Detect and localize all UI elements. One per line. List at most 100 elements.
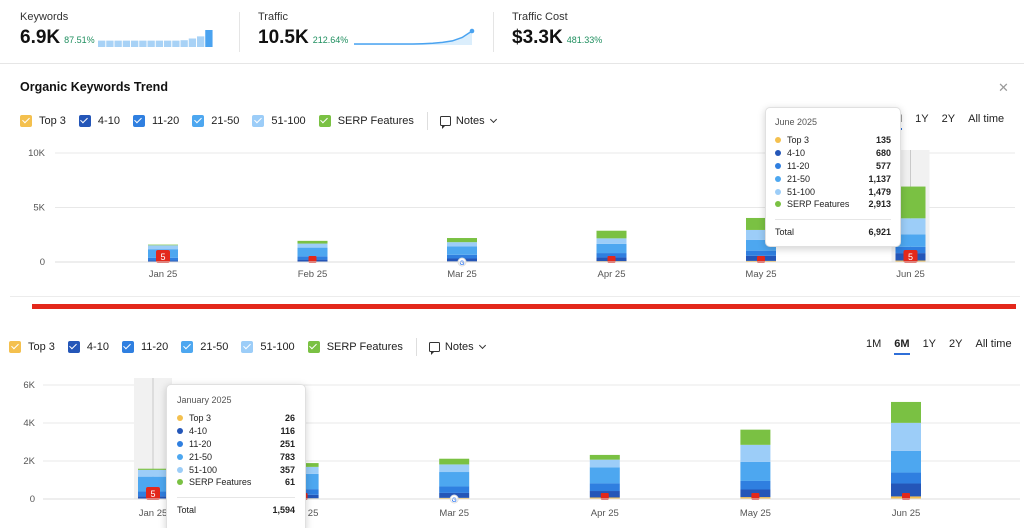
bar-segment[interactable] bbox=[596, 230, 627, 239]
range-6m[interactable]: 6M bbox=[894, 338, 910, 355]
bar-segment[interactable] bbox=[895, 234, 926, 247]
note-flag-icon[interactable] bbox=[156, 250, 170, 263]
bar-segment[interactable] bbox=[447, 246, 477, 255]
bar-segment[interactable] bbox=[740, 429, 771, 445]
legend-top-3[interactable]: Top 3 bbox=[20, 115, 66, 127]
bar-segment[interactable] bbox=[148, 244, 178, 246]
metric-traffic[interactable]: Traffic 10.5K 212.64% bbox=[258, 11, 348, 55]
range-1y[interactable]: 1Y bbox=[915, 113, 929, 125]
bar-segment[interactable] bbox=[138, 476, 168, 492]
chart-tooltip-bottom: January 2025 Top 3 26 4-10 116 11-20 251 21… bbox=[166, 384, 306, 528]
range-2y[interactable]: 2Y bbox=[949, 338, 963, 350]
checkbox-icon[interactable] bbox=[307, 341, 320, 353]
dot-icon bbox=[775, 137, 781, 144]
range-1y[interactable]: 1Y bbox=[922, 338, 937, 350]
bar-segment[interactable] bbox=[589, 467, 620, 484]
range-all-time[interactable]: All time bbox=[975, 338, 1012, 350]
bar-segment[interactable] bbox=[891, 401, 921, 423]
note-flag-icon[interactable] bbox=[308, 256, 317, 263]
metric-change: 212.64% bbox=[312, 35, 349, 45]
checkbox-icon[interactable] bbox=[318, 115, 331, 127]
tooltip-row-value: 61 bbox=[284, 477, 295, 488]
legend-top-3[interactable]: Top 3 bbox=[9, 341, 55, 353]
note-flag-icon[interactable] bbox=[903, 250, 918, 263]
note-flag-icon[interactable] bbox=[600, 493, 609, 500]
metric-divider bbox=[239, 12, 240, 52]
bar-segment[interactable] bbox=[891, 483, 921, 497]
bar-segment[interactable] bbox=[895, 218, 926, 235]
legend-51-100[interactable]: 51-100 bbox=[241, 341, 295, 353]
bar-segment[interactable] bbox=[297, 247, 328, 257]
legend-11-20[interactable]: 11-20 bbox=[132, 115, 179, 127]
bar-segment[interactable] bbox=[596, 238, 627, 244]
checkbox-icon[interactable] bbox=[78, 115, 91, 127]
close-icon[interactable]: ✕ bbox=[998, 80, 1009, 95]
bar-segment[interactable] bbox=[297, 240, 328, 244]
checkbox-icon[interactable] bbox=[132, 115, 145, 127]
bar-segment[interactable] bbox=[746, 250, 776, 256]
bar-segment[interactable] bbox=[138, 469, 168, 477]
legend-11-20[interactable]: 11-20 bbox=[121, 341, 168, 353]
note-flag-icon[interactable] bbox=[146, 487, 160, 500]
legend-21-50[interactable]: 21-50 bbox=[181, 341, 228, 353]
metric-traffic-cost[interactable]: Traffic Cost $3.3K 481.33% bbox=[512, 11, 602, 55]
bar-segment[interactable] bbox=[439, 472, 470, 487]
note-flag-count: 5 bbox=[908, 252, 913, 262]
range-2y[interactable]: 2Y bbox=[941, 113, 956, 125]
traffic-sparkline bbox=[354, 28, 475, 45]
bar-segment[interactable] bbox=[439, 458, 470, 465]
bar-segment[interactable] bbox=[740, 461, 771, 481]
legend-serp-features[interactable]: SERP Features bbox=[307, 341, 403, 353]
bar-segment[interactable] bbox=[148, 245, 178, 250]
note-flag-icon[interactable] bbox=[757, 256, 765, 263]
bar-segment[interactable] bbox=[746, 229, 776, 240]
bar-segment[interactable] bbox=[589, 483, 620, 492]
checkbox-icon[interactable] bbox=[67, 341, 80, 353]
legend-serp-features[interactable]: SERP Features bbox=[318, 115, 414, 127]
legend-51-100[interactable]: 51-100 bbox=[252, 115, 306, 127]
checkbox-icon[interactable] bbox=[241, 341, 254, 353]
note-flag-icon[interactable] bbox=[902, 493, 910, 500]
bar-segment[interactable] bbox=[447, 254, 477, 259]
bar-segment[interactable] bbox=[746, 239, 776, 251]
bar-segment[interactable] bbox=[740, 444, 771, 462]
range-1m[interactable]: 1M bbox=[866, 338, 882, 350]
legend-divider bbox=[426, 112, 428, 130]
bar-segment[interactable] bbox=[138, 468, 168, 470]
tooltip-row-value: 1,137 bbox=[868, 173, 891, 184]
note-flag-icon[interactable] bbox=[607, 256, 616, 263]
bar-segment[interactable] bbox=[589, 454, 620, 460]
checkbox-icon[interactable] bbox=[252, 115, 265, 127]
bar-segment[interactable] bbox=[447, 242, 477, 247]
checkbox-icon[interactable] bbox=[121, 341, 134, 353]
bar-segment[interactable] bbox=[891, 450, 921, 473]
bar-segment[interactable] bbox=[891, 422, 921, 451]
legend-21-50[interactable]: 21-50 bbox=[192, 115, 239, 127]
bar-segment[interactable] bbox=[740, 480, 771, 490]
bar-segment[interactable] bbox=[891, 472, 921, 484]
bar-segment[interactable] bbox=[596, 253, 627, 258]
metric-keywords[interactable]: Keywords 6.9K 87.51% bbox=[20, 11, 95, 55]
checkbox-icon[interactable] bbox=[181, 341, 194, 353]
bar-segment[interactable] bbox=[596, 243, 627, 254]
checkbox-icon[interactable] bbox=[192, 115, 205, 127]
bar-segment[interactable] bbox=[589, 459, 620, 468]
checkbox-icon[interactable] bbox=[20, 115, 32, 127]
bar-segment[interactable] bbox=[447, 238, 477, 243]
chevron-down-icon bbox=[489, 115, 497, 124]
range-all-time[interactable]: All time bbox=[968, 113, 1005, 125]
metric-change: 481.33% bbox=[566, 35, 603, 45]
bar-segment[interactable] bbox=[439, 486, 470, 493]
note-flag-icon[interactable] bbox=[751, 493, 760, 500]
notes-dropdown[interactable]: Notes bbox=[428, 341, 486, 355]
legend-label: Top 3 bbox=[28, 341, 55, 353]
bar-segment[interactable] bbox=[746, 217, 776, 230]
bar-segment[interactable] bbox=[439, 464, 470, 473]
checkbox-icon[interactable] bbox=[9, 341, 21, 353]
bar-segment[interactable] bbox=[297, 243, 328, 248]
notes-dropdown[interactable]: Notes bbox=[439, 115, 497, 129]
legend-4-10[interactable]: 4-10 bbox=[78, 115, 120, 127]
legend-4-10[interactable]: 4-10 bbox=[67, 341, 109, 353]
bar-segment[interactable] bbox=[895, 246, 926, 254]
